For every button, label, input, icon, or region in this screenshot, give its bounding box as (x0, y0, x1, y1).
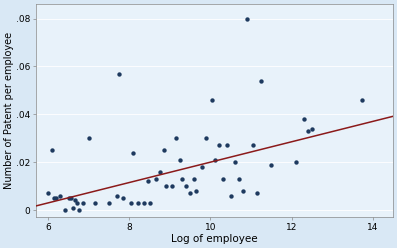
Point (179, 177, 185, 181)
Point (67, 196, 74, 200)
Point (114, 194, 120, 198)
Point (141, 201, 147, 205)
Point (161, 148, 167, 152)
Point (49, 148, 56, 152)
Point (62, 208, 68, 212)
Point (240, 189, 246, 193)
Point (250, 143, 256, 147)
Point (145, 179, 151, 183)
Point (236, 177, 242, 181)
Point (73, 201, 80, 205)
Point (53, 196, 60, 200)
Point (183, 184, 189, 188)
Point (199, 165, 206, 169)
Point (69, 206, 76, 210)
Point (51, 196, 58, 200)
Point (227, 194, 234, 198)
Point (304, 129, 311, 133)
Point (80, 201, 86, 205)
Point (187, 191, 193, 195)
Point (57, 194, 64, 198)
Point (45, 191, 52, 195)
Point (92, 201, 98, 205)
Point (191, 177, 197, 181)
Point (292, 160, 299, 164)
Point (71, 198, 78, 202)
Point (308, 127, 315, 131)
Point (173, 136, 179, 140)
Point (258, 79, 264, 83)
Point (211, 158, 218, 162)
Point (86, 136, 92, 140)
Point (209, 98, 216, 102)
Point (146, 201, 153, 205)
X-axis label: Log of employee: Log of employee (171, 234, 258, 244)
Point (359, 98, 366, 102)
Point (216, 143, 222, 147)
Point (203, 136, 210, 140)
Point (75, 208, 82, 212)
Point (220, 177, 226, 181)
Point (128, 201, 135, 205)
Point (157, 170, 163, 174)
Point (152, 177, 159, 181)
Point (106, 201, 112, 205)
Point (301, 117, 307, 121)
Point (193, 189, 199, 193)
Point (116, 72, 122, 76)
Point (268, 162, 274, 166)
Point (66, 196, 72, 200)
Y-axis label: Number of Patent per employee: Number of Patent per employee (4, 32, 14, 189)
Point (231, 160, 238, 164)
Point (130, 151, 137, 155)
Point (177, 158, 183, 162)
Point (134, 201, 141, 205)
Point (224, 143, 230, 147)
Point (169, 184, 175, 188)
Point (244, 17, 250, 21)
Point (163, 184, 169, 188)
Point (120, 196, 127, 200)
Point (254, 191, 260, 195)
